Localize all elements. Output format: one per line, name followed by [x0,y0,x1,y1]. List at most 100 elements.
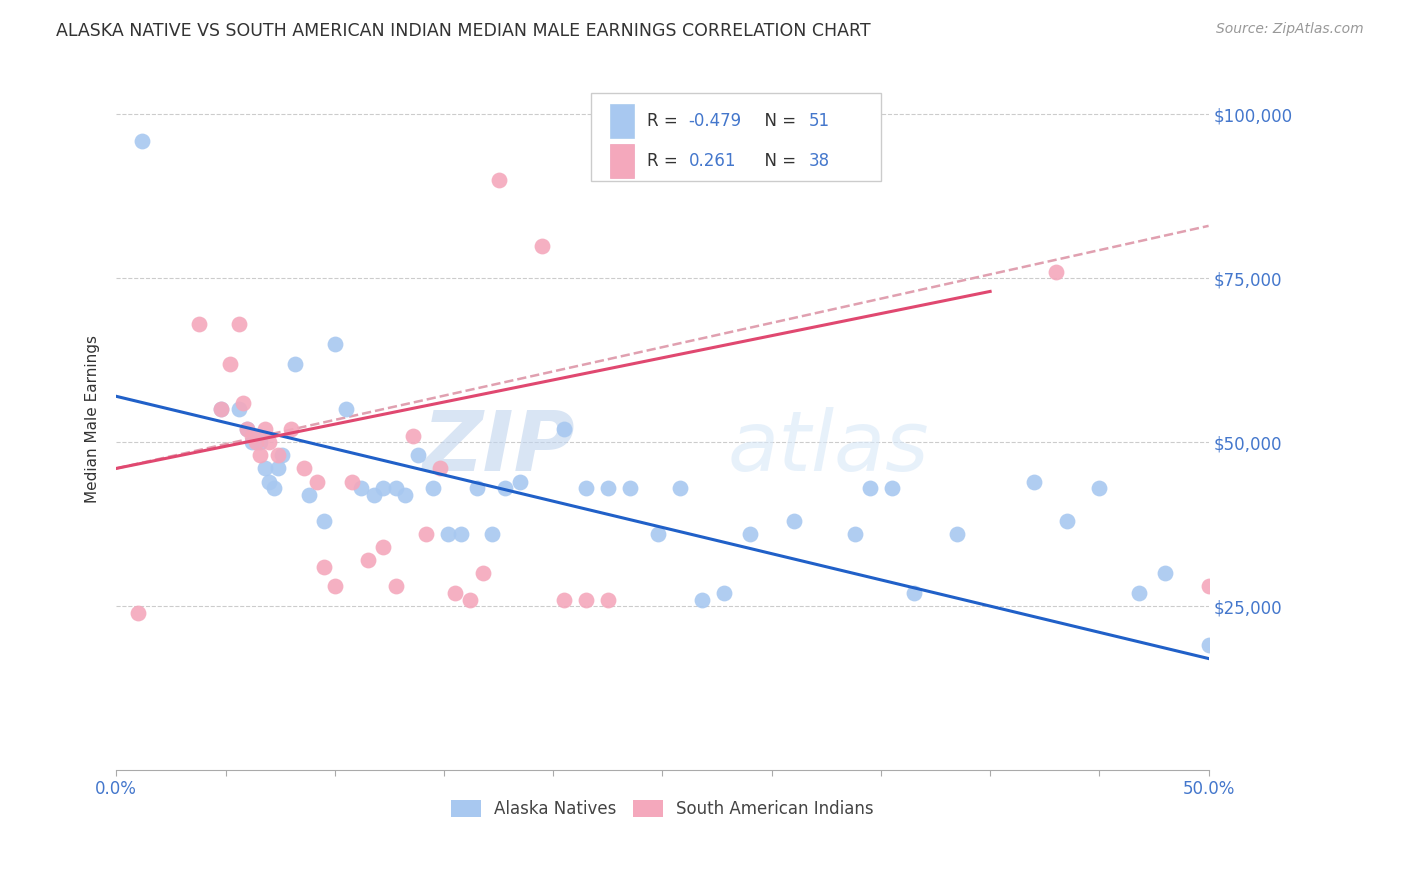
Point [342,475,364,489]
Point [280,422,302,436]
Text: N =: N = [754,153,801,170]
Point [245,435,267,450]
Point [859,481,882,495]
Point [1350,467,1372,482]
Y-axis label: Median Male Earnings: Median Male Earnings [86,335,100,503]
Text: 38: 38 [808,153,830,170]
Point [127,606,149,620]
Point [575,592,598,607]
Point [385,481,408,495]
Point [1128,586,1150,600]
Point [844,527,866,541]
Point [553,422,575,436]
Point [209,402,232,417]
Point [228,402,250,417]
Point [394,488,416,502]
Point [1056,514,1078,528]
Point [312,559,335,574]
Point [263,481,285,495]
Text: R =: R = [647,153,683,170]
Point [1045,265,1067,279]
Point [429,461,451,475]
Point [531,238,554,252]
Point [472,566,495,581]
Point [509,475,531,489]
Point [481,527,503,541]
Point [335,402,357,417]
Point [323,337,346,351]
Point [253,422,276,436]
Text: 0.261: 0.261 [689,153,737,170]
Point [1263,586,1285,600]
Point [444,586,467,600]
Point [669,481,692,495]
Point [236,422,259,436]
Point [488,173,510,187]
Point [209,402,232,417]
Point [356,553,378,567]
Point [312,514,335,528]
Point [228,317,250,331]
Point [619,481,641,495]
Point [253,461,276,475]
Text: N =: N = [754,112,801,129]
Point [131,134,153,148]
Point [267,461,290,475]
Text: ZIP: ZIP [422,407,575,488]
Legend: Alaska Natives, South American Indians: Alaska Natives, South American Indians [444,793,880,825]
Point [647,527,669,541]
Point [782,514,804,528]
Point [1088,481,1111,495]
Point [437,527,460,541]
FancyBboxPatch shape [610,145,634,178]
Point [450,527,472,541]
Point [323,579,346,593]
Point [188,317,211,331]
Point [218,357,240,371]
Text: Source: ZipAtlas.com: Source: ZipAtlas.com [1216,22,1364,37]
Point [371,540,394,554]
Point [297,488,319,502]
Text: -0.479: -0.479 [689,112,742,129]
Point [236,422,259,436]
Point [1154,566,1177,581]
Text: ALASKA NATIVE VS SOUTH AMERICAN INDIAN MEDIAN MALE EARNINGS CORRELATION CHART: ALASKA NATIVE VS SOUTH AMERICAN INDIAN M… [56,22,870,40]
Point [1296,481,1319,495]
Text: R =: R = [647,112,683,129]
Point [257,435,280,450]
Point [240,435,263,450]
Point [690,592,713,607]
Point [350,481,373,495]
FancyBboxPatch shape [592,93,882,181]
Point [363,488,385,502]
Point [596,592,619,607]
Text: atlas: atlas [728,407,929,488]
Point [553,592,575,607]
Point [249,448,271,462]
Point [371,481,394,495]
Point [415,527,437,541]
Point [596,481,619,495]
Point [1198,579,1220,593]
Point [249,435,271,450]
FancyBboxPatch shape [610,104,634,137]
Point [465,481,488,495]
Point [232,396,254,410]
Point [284,357,307,371]
Point [1198,639,1220,653]
Point [307,475,329,489]
Point [245,428,267,442]
Point [738,527,761,541]
Text: 51: 51 [808,112,830,129]
Point [292,461,315,475]
Point [458,592,481,607]
Point [903,586,925,600]
Point [1022,475,1045,489]
Point [713,586,735,600]
Point [271,448,294,462]
Point [267,448,290,462]
Point [402,428,425,442]
Point [240,428,263,442]
Point [494,481,516,495]
Point [257,475,280,489]
